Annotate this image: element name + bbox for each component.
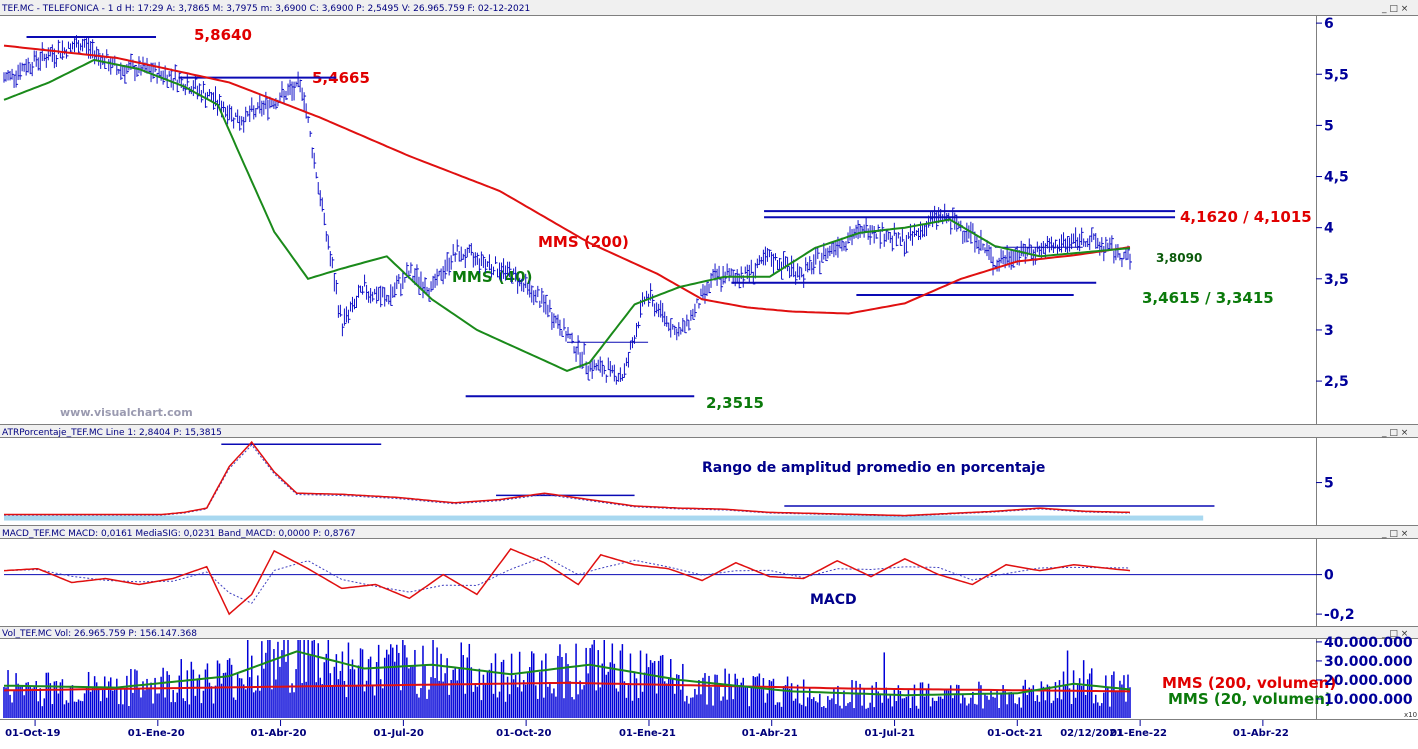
vol-mms200-label: MMS (200, volumen) (1162, 674, 1336, 692)
macd-panel-header: MACD_TEF.MC MACD: 0,0161 MediaSIG: 0,023… (2, 529, 356, 539)
level-label-5-4665: 5,4665 (312, 69, 370, 87)
macd-axis-tick-label: 0 (1324, 568, 1334, 584)
volume-layer (3, 640, 1131, 718)
atr-panel-header: ATRPorcentaje_TEF.MC Line 1: 2,8404 P: 1… (2, 428, 222, 438)
x-axis-tick-label: 01-Jul-20 (373, 728, 423, 739)
x-axis-tick-label: 01-Jul-21 (865, 728, 915, 739)
macd-line (3, 547, 1131, 616)
atr-panel-title: Rango de amplitud promedio en porcentaje (702, 460, 1045, 476)
macd-layer (3, 547, 1316, 616)
level-lines-layer (26, 36, 1176, 398)
price-axis-tick-label: 4,5 (1324, 170, 1349, 186)
level-label-4-1620: 4,1620 / 4,1015 (1180, 208, 1312, 226)
main-window-controls[interactable]: _ □ × (1381, 4, 1408, 14)
volume-mms20-line (3, 650, 1131, 697)
x-axis-tick-label: 01-Ene-21 (619, 728, 676, 739)
level-label-5-8640: 5,8640 (194, 26, 252, 44)
price-axis-tick-label: 3,5 (1324, 272, 1349, 288)
macd-panel-title: MACD (810, 592, 857, 608)
volume-panel-header: Vol_TEF.MC Vol: 26.965.759 P: 156.147.36… (2, 629, 197, 639)
atr-axis-tick-label: 5 (1324, 476, 1334, 492)
price-axis-tick-label: 4 (1324, 221, 1334, 237)
x-axis-tick-label: 01-Oct-21 (987, 728, 1042, 739)
x-axis-tick-label: 01-Oct-20 (496, 728, 551, 739)
volume-axis-tick-label: 30.000.000 (1324, 654, 1413, 670)
atr-layer (4, 440, 1215, 521)
price-axis-tick-label: 5 (1324, 118, 1334, 134)
volume-mms200-line (3, 681, 1131, 693)
watermark: www.visualchart.com (60, 406, 193, 419)
mms40-annotation: MMS (40) (452, 268, 532, 286)
price-axis-tick-label: 2,5 (1324, 374, 1349, 390)
macd-window-controls[interactable]: _ □ × (1381, 529, 1408, 539)
mms200-line (3, 44, 1131, 315)
axes-layer: 6 5,5 5 4,5 4 3,5 3 2,5 5 0 -0,2 40.000.000 30.000.0… (5, 16, 1413, 739)
vol-mms20-label: MMS (20, volumen) (1168, 690, 1332, 708)
x-axis-tick-label: 01-Abr-22 (1233, 728, 1289, 739)
x-axis-tick-label: 01-Abr-21 (742, 728, 798, 739)
price-bars-layer (3, 35, 1132, 385)
x-axis-tick-label: 01-Oct-19 (5, 728, 60, 739)
macd-axis-tick-label: -0,2 (1324, 607, 1355, 623)
price-axis-tick-label: 3 (1324, 323, 1334, 339)
x-axis-tick-label: 01-Abr-20 (251, 728, 307, 739)
atr-line (4, 440, 1131, 517)
cursor-date-label: 02/12/2021 (1060, 728, 1123, 739)
volume-window-controls[interactable]: _ □ × (1381, 629, 1408, 639)
price-axis-tick-label: 5,5 (1324, 67, 1349, 83)
macd-signal-line (3, 555, 1131, 604)
x-axis-tick-label: 01-Ene-20 (128, 728, 185, 739)
mms40-line (3, 58, 1131, 372)
atr-window-controls[interactable]: _ □ × (1381, 428, 1408, 438)
price-axis-tick-label: 6 (1324, 16, 1334, 32)
volume-axis-tick-label: 20.000.000 (1324, 673, 1413, 689)
level-label-2-3515: 2,3515 (706, 394, 764, 412)
main-panel-header: TEF.MC - TELEFONICA - 1 d H: 17:29 A: 3,… (1, 4, 530, 14)
volume-unit-marker: x10 (1404, 711, 1417, 719)
atr-band (4, 515, 1204, 521)
level-label-3-4615: 3,4615 / 3,3415 (1142, 289, 1274, 307)
x-axis-tick-label: 01-Ene-22 (1110, 728, 1167, 739)
volume-axis-tick-label: 10.000.000 (1324, 692, 1413, 708)
level-label-3-8090: 3,8090 (1156, 251, 1202, 265)
moving-averages-layer (3, 44, 1131, 372)
mms200-annotation: MMS (200) (538, 233, 629, 251)
volume-axis-tick-label: 40.000.000 (1324, 635, 1413, 651)
